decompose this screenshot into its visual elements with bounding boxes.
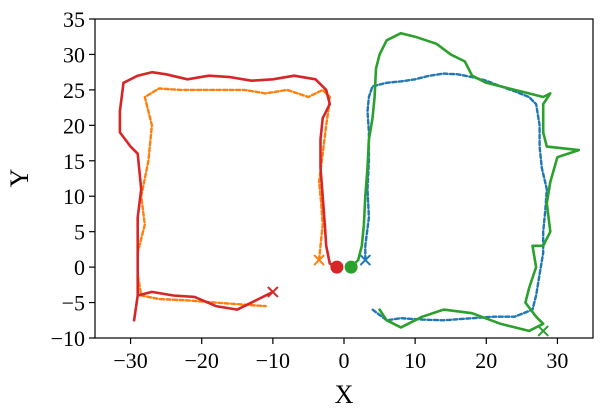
end-marker-1 [359, 254, 372, 266]
y-tick-label: 5 [74, 220, 85, 245]
plot-frame [94, 18, 594, 339]
y-tick-label: 10 [63, 184, 85, 209]
trajectory-series-4 [118, 70, 339, 322]
x-tick-label: 20 [475, 348, 497, 373]
y-tick-label: −5 [62, 291, 85, 316]
x-tick-label: −30 [113, 348, 147, 373]
x-tick-label: 10 [404, 348, 426, 373]
x-axis-label: X [335, 380, 354, 409]
y-tick-label: 20 [63, 113, 85, 138]
start-marker-3 [344, 260, 358, 274]
y-tick-label: 0 [74, 255, 85, 280]
x-tick-label: −10 [256, 348, 290, 373]
y-tick-label: 30 [63, 42, 85, 67]
x-tick-label: 0 [339, 348, 350, 373]
marker-layer [267, 254, 549, 337]
trajectory-series-1 [364, 72, 548, 322]
y-tick-label: 35 [63, 7, 85, 32]
series-layer [118, 31, 581, 333]
y-tick-label: 15 [63, 149, 85, 174]
end-marker-4 [267, 286, 279, 298]
y-axis-label: Y [5, 168, 34, 187]
end-marker-3 [537, 325, 549, 337]
trajectory-series-2 [136, 87, 331, 308]
start-marker-4 [330, 260, 344, 274]
y-tick-label: 25 [63, 78, 85, 103]
x-tick-label: 30 [546, 348, 568, 373]
y-tick-label: −10 [51, 326, 85, 351]
end-marker-2 [313, 254, 325, 266]
x-tick-label: −20 [185, 348, 219, 373]
y-axis-ticks: −10 −5 0 5 10 15 20 25 30 35 [51, 7, 95, 351]
x-axis-ticks: −30 −20 −10 0 10 20 30 [113, 338, 568, 373]
